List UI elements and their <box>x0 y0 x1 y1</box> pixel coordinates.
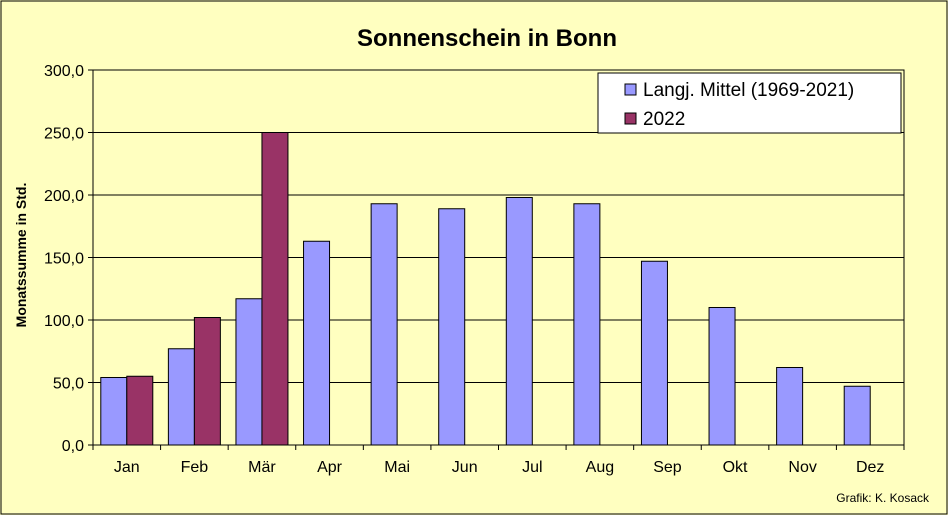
bar-mean <box>303 240 331 446</box>
x-tick-label: Feb <box>181 459 209 476</box>
bar-mean <box>640 260 668 446</box>
legend-label-mean: Langj. Mittel (1969-2021) <box>643 80 854 101</box>
legend-swatch-mean <box>624 83 637 96</box>
credit-text: Grafik: K. Kosack <box>836 491 930 505</box>
bar-2022 <box>193 317 221 446</box>
bar-mean <box>100 377 128 446</box>
chart-title: Sonnenschein in Bonn <box>357 25 617 52</box>
x-axis-ticks: Jan Feb Mär Apr Mai Jun Jul Aug Sep Okt Nov Dez <box>92 445 905 476</box>
bar-mean <box>167 348 195 446</box>
y-tick-label: 300,0 <box>44 63 84 80</box>
bar-mean <box>505 197 533 446</box>
bar-2022 <box>126 375 154 446</box>
x-tick-label: Mär <box>248 459 276 476</box>
x-tick-label: Jul <box>522 459 542 476</box>
y-tick-label: 100,0 <box>44 313 84 330</box>
y-tick-label: 50,0 <box>53 376 84 393</box>
y-tick-label: 150,0 <box>44 251 84 268</box>
bar-2022 <box>261 132 289 446</box>
y-tick-label: 200,0 <box>44 188 84 205</box>
bar-mean <box>708 307 736 446</box>
x-tick-label: Mai <box>384 459 410 476</box>
x-tick-label: Dez <box>856 459 884 476</box>
bar-mean <box>573 203 601 446</box>
y-tick-label: 250,0 <box>44 126 84 143</box>
bar-mean <box>370 203 398 446</box>
legend: Langj. Mittel (1969-2021) 2022 <box>597 72 902 134</box>
y-axis-label: Monatssumme in Std. <box>13 183 29 328</box>
x-tick-label: Sep <box>653 459 682 476</box>
bar-mean <box>235 298 263 446</box>
x-tick-label: Okt <box>723 459 748 476</box>
bars <box>100 132 871 446</box>
bar-mean <box>776 367 804 446</box>
x-tick-label: Aug <box>586 459 614 476</box>
legend-swatch-2022 <box>624 112 637 125</box>
y-tick-label: 0,0 <box>62 438 84 455</box>
x-tick-label: Jan <box>114 459 140 476</box>
bar-mean <box>438 208 466 446</box>
legend-label-2022: 2022 <box>643 109 685 130</box>
legend-box <box>597 72 902 134</box>
bar-mean <box>843 385 871 446</box>
x-tick-label: Apr <box>317 459 343 476</box>
x-tick-label: Nov <box>788 459 816 476</box>
x-tick-label: Jun <box>452 459 478 476</box>
y-axis-ticks: 0,0 50,0 100,0 150,0 200,0 250,0 300,0 <box>44 63 93 455</box>
